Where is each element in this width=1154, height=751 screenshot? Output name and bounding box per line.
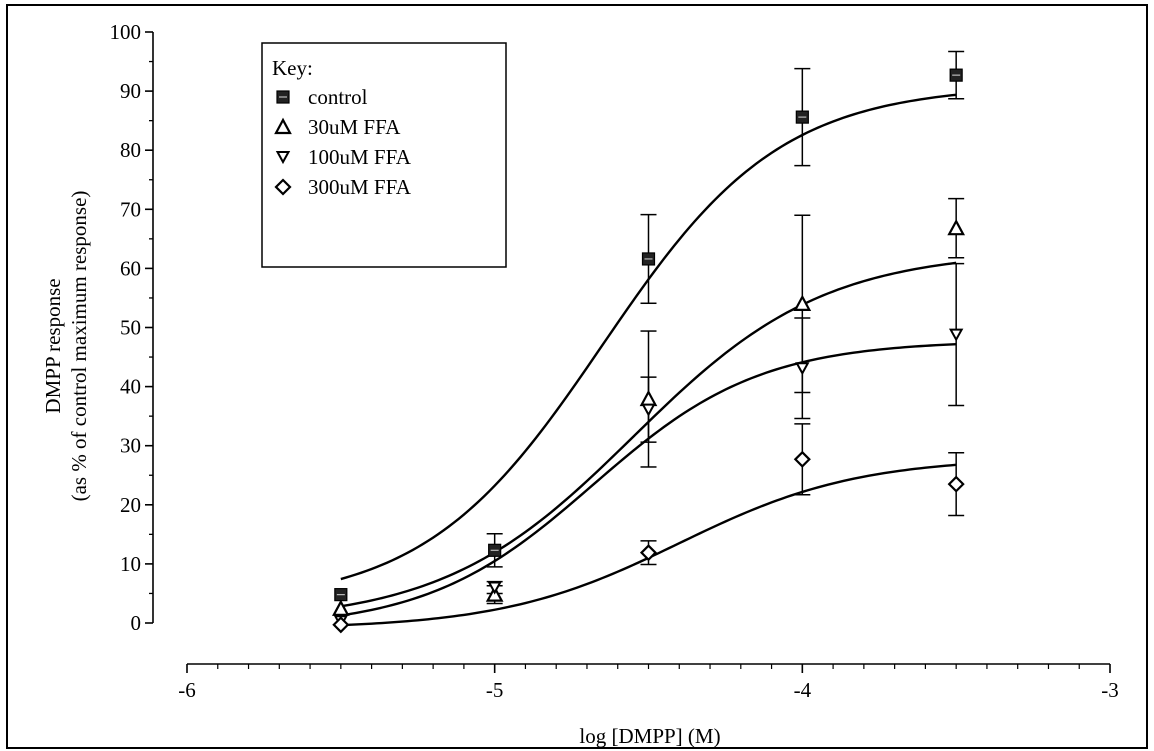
y-axis-title: DMPP response (as % of control maximum r… (41, 191, 91, 502)
x-axis-title: log [DMPP] (M) (579, 724, 720, 748)
data-point (331, 599, 350, 616)
x-tick-label: -3 (1101, 678, 1119, 702)
data-point (948, 328, 964, 342)
legend-marker (275, 151, 291, 165)
data-point (949, 68, 963, 82)
legend-title: Key: (272, 56, 313, 80)
legend-box (261, 42, 507, 268)
data-point (795, 110, 809, 124)
y-tick-label: 50 (120, 316, 141, 340)
x-tick-label: -4 (794, 678, 812, 702)
y-tick-label: 90 (120, 79, 141, 103)
data-point (947, 218, 966, 236)
x-tick-label: -5 (486, 678, 504, 702)
data-point (793, 450, 811, 468)
legend: Key: control 30uM FFA 100uM FFA 300uM FFA (261, 42, 507, 268)
data-point (947, 475, 965, 493)
y-tick-label: 80 (120, 138, 141, 162)
data-point (795, 362, 810, 376)
legend-label: control (308, 85, 368, 109)
legend-marker (276, 90, 290, 104)
data-point (641, 403, 656, 417)
data-point (639, 389, 658, 407)
figure-frame (6, 4, 1148, 749)
x-tick-label: -6 (178, 678, 196, 702)
data-point (332, 616, 350, 634)
data-point (488, 543, 502, 557)
legend-label: 100uM FFA (308, 145, 412, 169)
data-point (639, 544, 658, 562)
legend-marker (274, 117, 292, 135)
y-axis-title-line1: DMPP response (41, 278, 65, 413)
data-point (793, 294, 812, 311)
data-points (331, 68, 966, 634)
y-tick-label: 40 (120, 375, 141, 399)
y-tick-label: 20 (120, 493, 141, 517)
data-point (487, 581, 502, 595)
y-tick-label: 10 (120, 552, 141, 576)
y-tick-label: 30 (120, 434, 141, 458)
legend-items: control 30uM FFA 100uM FFA 300uM FFA (274, 85, 412, 199)
y-tick-label: 60 (120, 256, 141, 280)
legend-marker (274, 178, 292, 196)
legend-label: 30uM FFA (308, 115, 401, 139)
data-point (334, 588, 348, 602)
y-axis-title-line2: (as % of control maximum response) (67, 191, 91, 502)
y-tick-label: 70 (120, 197, 141, 221)
y-axis: 0 10 20 30 40 50 60 70 80 90 100 (110, 20, 154, 635)
y-tick-label: 0 (131, 611, 142, 635)
y-tick-label: 100 (110, 20, 142, 44)
data-point (641, 252, 656, 266)
legend-label: 300uM FFA (308, 175, 412, 199)
x-axis: -6 -5 -4 -3 (178, 663, 1119, 702)
